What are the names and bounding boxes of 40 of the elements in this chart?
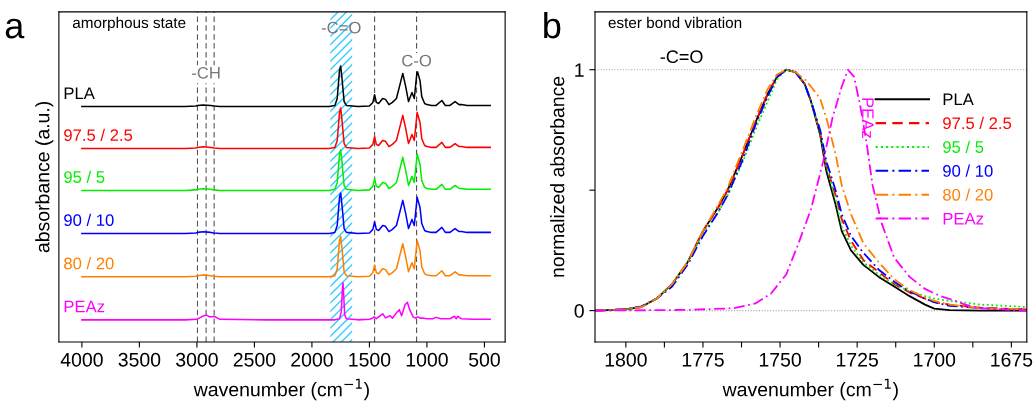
y-axis-title: normalized absorbance xyxy=(550,76,565,277)
chart-title: b xyxy=(544,11,561,39)
x-tick-label: 1800 xyxy=(605,352,647,367)
x-tick-label: 1500 xyxy=(349,352,391,367)
x-axis-title: wavenumber (cm$^{−1}$) xyxy=(722,378,898,401)
series-label: 95 / 5 xyxy=(64,170,105,183)
x-tick-label: 3500 xyxy=(118,352,161,367)
series-label: 90 / 10 xyxy=(64,213,114,227)
x-axis-title: wavenumber (cm$^{−1}$) xyxy=(193,378,369,401)
legend-label: 80 / 20 xyxy=(943,188,993,201)
y-tick-label: 0 xyxy=(574,304,584,318)
legend-label: PEAz xyxy=(943,212,984,225)
annotation: ester bond vibration xyxy=(608,16,742,29)
x-tick-label: 3000 xyxy=(176,352,218,367)
legend-label: 97.5 / 2.5 xyxy=(943,116,1012,130)
text: amorphous state xyxy=(72,16,186,32)
series-label: PLA xyxy=(64,87,95,99)
x-tick-label: 1775 xyxy=(682,353,724,367)
annotation: -CH xyxy=(192,66,220,79)
x-tick-label: 1700 xyxy=(914,352,956,367)
x-tick-label: 1750 xyxy=(759,352,801,367)
annotation: PEAz xyxy=(862,98,874,138)
series-label: 80 / 20 xyxy=(64,257,114,270)
x-tick-label: 2000 xyxy=(291,352,333,367)
y-tick-label: 1 xyxy=(575,63,584,77)
x-tick-label: 1000 xyxy=(406,352,448,367)
x-tick-label: 1725 xyxy=(837,352,878,367)
ref-line-label: C-O xyxy=(402,54,432,67)
y-axis-title: absorbance (a.u.) xyxy=(35,101,54,253)
x-tick-label: 4000 xyxy=(60,352,103,367)
x-tick-label: 500 xyxy=(468,352,500,367)
chart-title: a xyxy=(5,18,25,39)
series-label: 97.5 / 2.5 xyxy=(64,128,133,142)
x-tick-label: 2500 xyxy=(233,352,276,367)
x-tick-label: 1675 xyxy=(991,352,1033,367)
legend-label: 90 / 10 xyxy=(943,164,993,177)
legend-label: 95 / 5 xyxy=(943,140,984,153)
annotation: -C=O xyxy=(660,50,703,64)
series-label: PEAz xyxy=(64,300,105,313)
legend-label: PLA xyxy=(943,93,974,106)
